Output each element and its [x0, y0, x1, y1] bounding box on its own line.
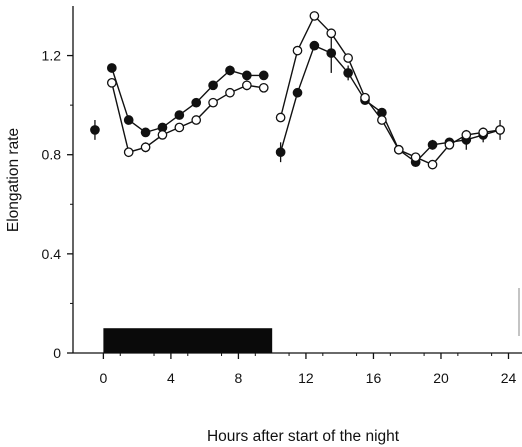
data-point-filled — [90, 125, 100, 135]
data-point-open — [410, 152, 421, 163]
data-point-filled — [326, 48, 337, 58]
data-point-filled — [292, 87, 303, 98]
x-tick-label: 8 — [235, 370, 243, 386]
data-point-filled — [427, 139, 438, 150]
y-tick-label: 1.2 — [42, 48, 62, 64]
data-point-filled — [106, 63, 117, 73]
data-point-filled — [258, 70, 269, 81]
data-point-filled — [309, 40, 320, 51]
data-point-filled — [208, 80, 218, 91]
data-point-open — [326, 28, 337, 39]
data-point-open — [478, 127, 489, 138]
x-tick-label: 0 — [99, 370, 107, 386]
data-point-open — [191, 115, 202, 125]
x-tick-label: 20 — [433, 370, 449, 386]
data-point-open — [208, 97, 218, 108]
data-point-filled — [225, 65, 235, 76]
series-layer — [90, 11, 505, 170]
x-axis-ticks: 0 4 8 12 16 20 24 — [99, 353, 516, 386]
data-point-open — [123, 147, 134, 158]
data-point-open — [495, 125, 505, 135]
x-axis-label: Hours after start of the night — [207, 428, 400, 445]
series-line — [279, 44, 501, 164]
data-point-open — [309, 11, 320, 21]
x-tick-label: 24 — [501, 370, 517, 386]
data-point-open — [174, 122, 185, 133]
data-point-filled — [191, 97, 202, 108]
data-point-open — [275, 112, 286, 123]
y-axis-ticks: 0 0.4 0.8 1.2 — [42, 48, 73, 361]
data-point-open — [157, 130, 168, 140]
data-point-open — [444, 139, 455, 150]
data-point-filled — [174, 110, 185, 120]
data-point-open — [242, 80, 252, 91]
data-point-open — [393, 144, 404, 155]
y-tick-label: 0.4 — [42, 246, 62, 262]
data-point-open — [225, 87, 235, 98]
data-point-open — [258, 82, 269, 93]
series-line — [111, 67, 264, 134]
data-point-filled — [242, 70, 252, 81]
data-point-open — [427, 159, 438, 170]
data-point-open — [106, 77, 117, 88]
x-tick-label: 12 — [298, 370, 314, 386]
series-line — [111, 82, 264, 154]
series-open — [106, 11, 505, 170]
data-point-open — [140, 142, 151, 153]
data-point-filled — [123, 115, 134, 125]
y-tick-label: 0.8 — [42, 147, 62, 163]
y-tick-label: 0 — [53, 345, 61, 361]
data-point-open — [343, 53, 353, 63]
data-point-filled — [140, 127, 151, 138]
dark-period-bar-layer — [103, 328, 273, 353]
data-point-open — [292, 45, 303, 56]
dark-period-bar — [103, 328, 273, 353]
data-point-open — [461, 130, 472, 140]
y-axis-label: Elongation rate — [5, 128, 22, 232]
data-point-open — [360, 92, 370, 103]
x-tick-label: 16 — [366, 370, 382, 386]
data-point-filled — [275, 147, 286, 158]
x-tick-label: 4 — [167, 370, 175, 386]
plot-frame — [72, 6, 522, 354]
data-point-open — [377, 115, 387, 125]
data-point-filled — [343, 68, 353, 78]
